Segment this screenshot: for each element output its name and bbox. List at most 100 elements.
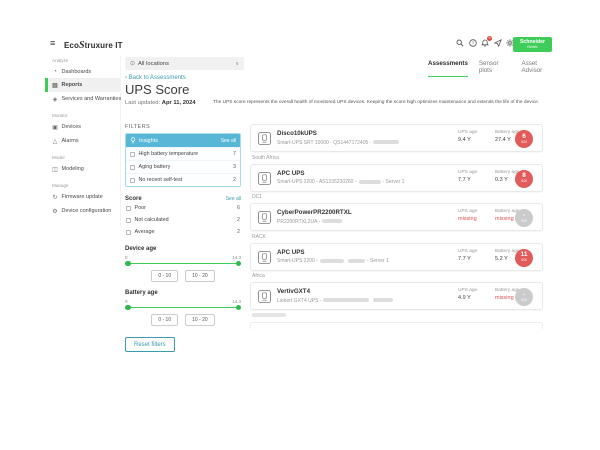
device-location: RACK — [252, 233, 266, 240]
slider-handle-max[interactable] — [235, 304, 241, 310]
score-badge: 6/100 — [515, 130, 533, 148]
device-age-range-chip-1[interactable]: 0 - 10 — [151, 270, 179, 282]
insights-see-all-link[interactable]: See all — [220, 137, 236, 144]
slider-handle-min[interactable] — [125, 304, 131, 310]
insights-filter-box: Insights See all High battery temperatur… — [125, 133, 241, 187]
notification-count-badge: 9 — [487, 36, 492, 41]
sidebar-item-services-warranties[interactable]: ◈ Services and Warranties — [52, 96, 122, 103]
filter-count: 3 — [233, 164, 236, 170]
battery-age-stat: Battery age missing — [495, 209, 520, 222]
score-filter-rows: Poor 6 Not calculated 2 Average 2 — [125, 202, 241, 238]
sidebar-section-model: Model — [52, 155, 65, 160]
tab-asset-advisor[interactable]: Asset Advisor — [521, 60, 543, 74]
report-tabs: Assessments Sensor plots Asset Advisor — [428, 60, 556, 77]
battery-age-stat: Battery age 5.2 Y — [495, 248, 520, 262]
device-group: VertivGXT4 Liebert GXT4 UPS - UPS age 4.9… — [250, 282, 543, 319]
redacted-text — [322, 219, 343, 224]
reset-filters-button[interactable]: Reset filters — [125, 337, 175, 352]
sidebar: Analyze ◔ Dashboards ▤ Reports ◈ Service… — [45, 56, 121, 226]
slider-min-label: 0 — [125, 254, 128, 260]
device-age-filter: Device age 0 14.3 0 - 10 10 - 20 — [125, 246, 241, 282]
checkbox[interactable] — [126, 205, 131, 211]
filter-aging-battery[interactable]: Aging battery 3 — [126, 160, 240, 173]
device-card[interactable]: CyberPowerPR2200RTXL PR2200RTXL2UA - UPS… — [250, 203, 543, 231]
device-location — [252, 312, 543, 319]
location-selector[interactable]: ⊙ All locations ∨ — [125, 57, 244, 70]
filter-count: 2 — [233, 177, 236, 183]
sidebar-section-monitor: Monitor — [52, 113, 68, 118]
filter-high-battery-temperature[interactable]: High battery temperature 7 — [126, 147, 240, 160]
sidebar-section-manage: Manage — [52, 183, 69, 188]
services-icon: ◈ — [52, 96, 58, 103]
device-name: CyberPowerPR2200RTXL — [277, 209, 352, 216]
sidebar-item-device-configuration[interactable]: ⚙ Device configuration — [52, 208, 112, 215]
sidebar-item-alarms[interactable]: △ Alarms — [52, 138, 79, 145]
reports-icon: ▤ — [52, 82, 58, 89]
filter-no-recent-self-test[interactable]: No recent self-test 2 — [126, 173, 240, 186]
checkbox[interactable] — [130, 164, 135, 170]
battery-age-slider[interactable] — [125, 304, 241, 310]
filter-count: 2 — [237, 229, 240, 235]
device-name: APC UPS — [277, 248, 305, 256]
slider-handle-min[interactable] — [125, 260, 131, 266]
filter-not-calculated[interactable]: Not calculated 2 — [125, 214, 241, 226]
filter-poor[interactable]: Poor 6 — [125, 202, 241, 214]
battery-age-range-chip-2[interactable]: 10 - 20 — [185, 314, 215, 326]
filters-title: FILTERS — [125, 124, 151, 130]
checkbox[interactable] — [126, 229, 131, 235]
firmware-icon: ↻ — [52, 194, 58, 201]
ups-device-icon — [258, 250, 271, 264]
device-location: DC1 — [252, 194, 263, 200]
sidebar-item-devices[interactable]: ▣ Devices — [52, 124, 82, 131]
slider-max-label: 14.3 — [232, 254, 241, 260]
score-description: The UPS score represents the overall hea… — [213, 100, 540, 105]
dashboards-icon: ◔ — [53, 68, 57, 75]
insights-header[interactable]: Insights See all — [126, 134, 240, 147]
sidebar-item-reports[interactable]: ▤ Reports — [45, 78, 120, 92]
device-card[interactable]: Disco10kUPS Smart-UPS SRT 10000 - QS1447… — [250, 124, 543, 152]
device-card[interactable]: APC UPS Smart-UPS 2200 -- Server 1 UPS a… — [250, 242, 543, 271]
tab-assessments[interactable]: Assessments — [428, 60, 468, 77]
device-model: Smart-UPS SRT 10000 - QS1447172405 - — [277, 140, 401, 146]
device-card[interactable]: APC UPS Smart-UPS 2200 - AS1335230260 --… — [250, 163, 543, 192]
slider-max-label: 14.3 — [232, 298, 241, 304]
redacted-text — [358, 179, 381, 184]
checkbox[interactable] — [126, 217, 131, 223]
devices-icon: ▣ — [52, 124, 58, 131]
device-age-range-chip-2[interactable]: 10 - 20 — [185, 270, 215, 282]
battery-age-stat: Battery age 0.3 Y — [495, 169, 520, 183]
device-card[interactable]: VertivGXT4 Liebert GXT4 UPS - UPS age 4.9… — [250, 282, 543, 310]
score-see-all-link[interactable]: See all — [225, 196, 241, 202]
filter-average[interactable]: Average 2 — [125, 226, 241, 238]
notifications-bell-icon[interactable]: 9 — [481, 36, 492, 47]
help-icon[interactable]: ? — [468, 39, 477, 47]
sidebar-item-dashboards[interactable]: ◔ Dashboards — [53, 68, 92, 75]
schneider-electric-logo[interactable]: Schneider Electric — [513, 37, 552, 52]
device-model: Smart-UPS 2200 -- Server 1 — [277, 258, 389, 264]
redacted-text — [373, 140, 400, 145]
tab-sensor-plots[interactable]: Sensor plots — [478, 60, 499, 74]
score-filter-header: Score See all — [125, 196, 241, 202]
redacted-text — [373, 298, 394, 303]
slider-handle-max[interactable] — [235, 260, 241, 266]
device-name: APC UPS — [277, 169, 305, 177]
device-location: South Africa — [252, 154, 279, 161]
device-card-partial[interactable] — [250, 321, 543, 329]
device-age-slider[interactable] — [125, 260, 241, 266]
checkbox[interactable] — [130, 151, 135, 157]
search-icon[interactable] — [456, 39, 464, 47]
ups-age-stat: UPS age 4.9 Y — [458, 288, 478, 301]
device-group: Disco10kUPS Smart-UPS SRT 10000 - QS1447… — [250, 124, 543, 161]
checkbox[interactable] — [130, 177, 135, 183]
sidebar-item-firmware-update[interactable]: ↻ Firmware update — [52, 194, 103, 201]
page-title: UPS Score — [125, 82, 190, 97]
ups-age-stat: UPS age 7.7 Y — [458, 248, 478, 262]
lightbulb-icon — [130, 137, 136, 144]
battery-age-range-chip-1[interactable]: 0 - 10 — [151, 314, 179, 326]
ups-device-icon — [258, 171, 271, 185]
sidebar-item-modeling[interactable]: ◫ Modeling — [52, 166, 84, 173]
share-icon[interactable] — [493, 39, 502, 47]
ups-age-stat: UPS age missing — [458, 209, 478, 222]
menu-icon[interactable]: ≡ — [50, 38, 56, 48]
back-to-assessments-link[interactable]: ‹ Back to Assessments — [125, 75, 186, 81]
